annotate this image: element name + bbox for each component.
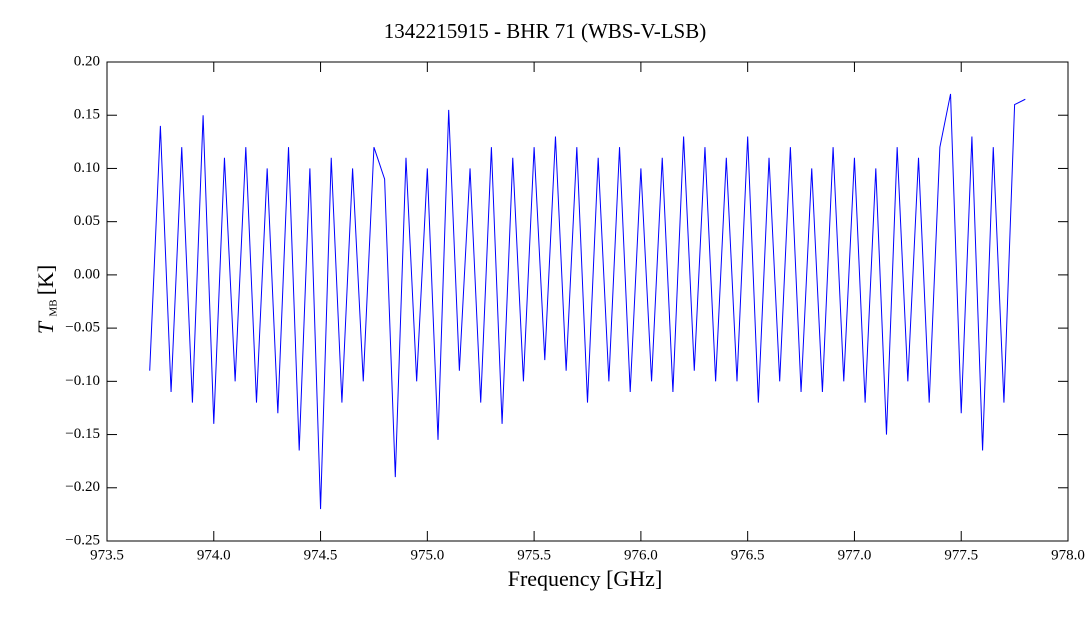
x-tick-label: 974.5 xyxy=(304,547,338,563)
x-tick-label: 975.5 xyxy=(517,547,551,563)
spectrum-line xyxy=(149,93,1026,510)
x-tick-label: 975.0 xyxy=(410,547,444,563)
y-tick-label: −0.10 xyxy=(65,373,100,389)
x-tick-label: 973.5 xyxy=(90,547,124,563)
x-tick-label: 977.5 xyxy=(944,547,978,563)
y-tick-label: 0.15 xyxy=(74,107,100,123)
y-tick-label: −0.15 xyxy=(65,426,100,442)
y-tick-label: 0.10 xyxy=(74,160,100,176)
y-axis-label: T MB [K] xyxy=(33,265,59,334)
y-tick-label: −0.25 xyxy=(65,532,100,548)
x-tick-label: 974.0 xyxy=(197,547,231,563)
plot-area xyxy=(149,93,1026,510)
x-tick-label: 978.0 xyxy=(1051,547,1085,563)
y-tick-label: −0.20 xyxy=(65,479,100,495)
chart-title: 1342215915 - BHR 71 (WBS-V-LSB) xyxy=(384,19,706,43)
y-label-subscript: MB xyxy=(48,299,60,316)
y-tick-label: 0.00 xyxy=(74,266,100,282)
x-tick-label: 976.0 xyxy=(624,547,658,563)
y-label-symbol: T xyxy=(33,320,58,334)
y-tick-label: 0.20 xyxy=(74,53,100,69)
y-tick-label: 0.05 xyxy=(74,213,100,229)
x-tick-label: 976.5 xyxy=(731,547,765,563)
x-axis-label: Frequency [GHz] xyxy=(508,566,663,591)
x-tick-label: 977.0 xyxy=(838,547,872,563)
y-tick-label: −0.05 xyxy=(65,320,100,336)
frame xyxy=(106,61,1069,542)
y-label-unit: [K] xyxy=(33,265,58,296)
